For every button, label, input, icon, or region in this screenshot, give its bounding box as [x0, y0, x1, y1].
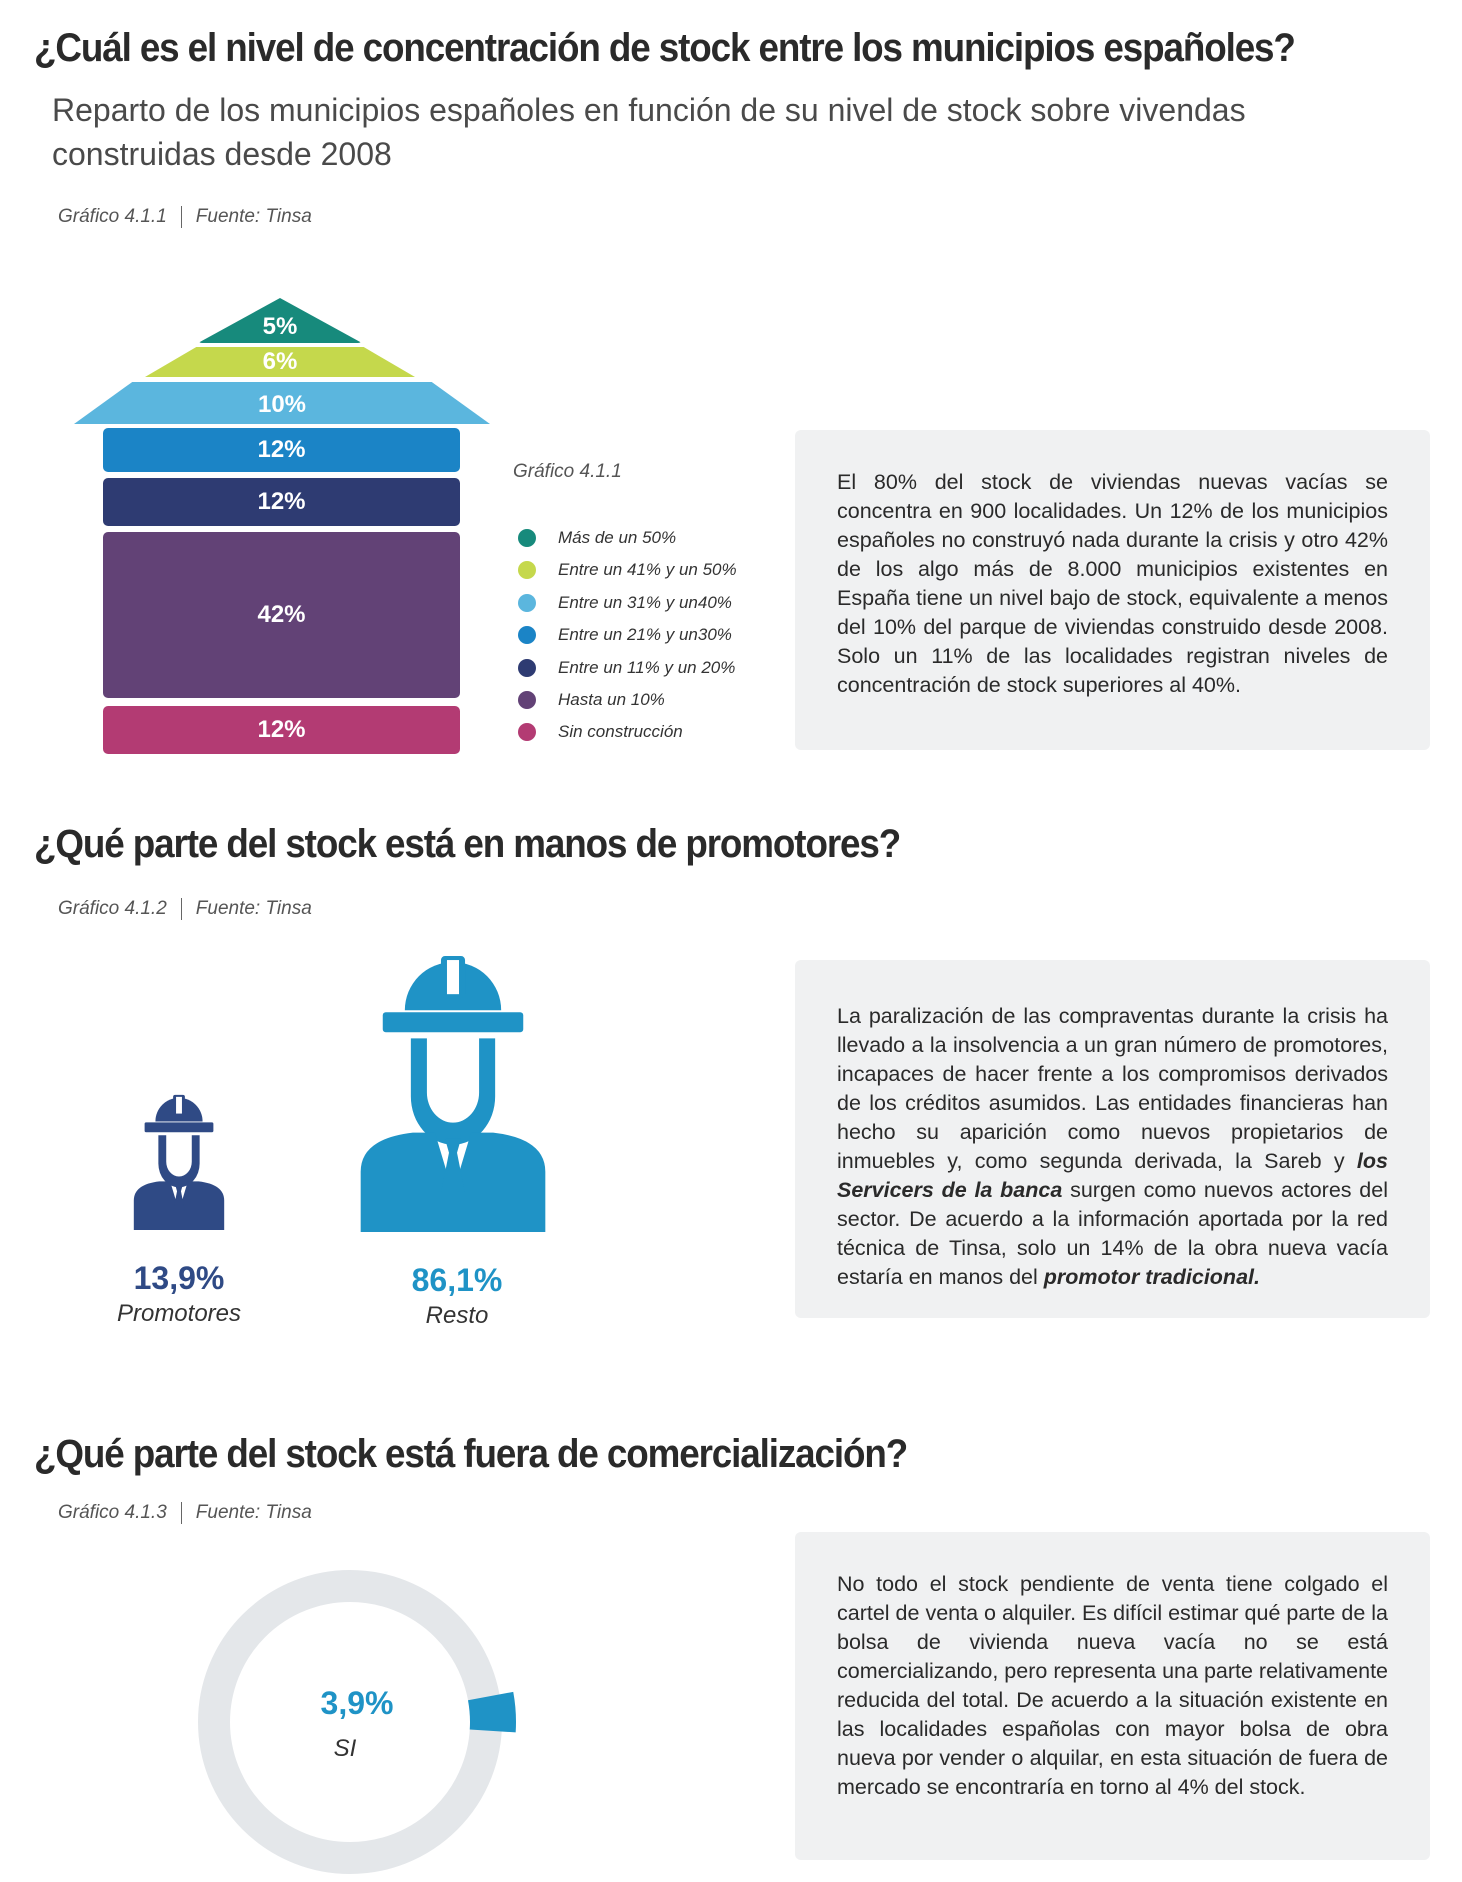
construction-worker-icon	[360, 956, 546, 1232]
section1-subtitle: Reparto de los municipios españoles en f…	[52, 92, 1246, 172]
legend-label: Entre un 41% y un 50%	[558, 560, 737, 579]
info-card-2: La paralización de las compraventas dura…	[795, 960, 1430, 1318]
legend-dot	[518, 529, 536, 547]
chart-source-2: Gráfico 4.1.2 Fuente: Tinsa	[58, 898, 312, 920]
chart-number: Gráfico 4.1.2	[58, 898, 167, 920]
legend-item: Más de un 50%	[518, 526, 676, 550]
house-layer-sin-construccion: 12%	[103, 706, 460, 754]
legend-item: Entre un 41% y un 50%	[518, 558, 737, 582]
chart-source-label: Fuente: Tinsa	[195, 898, 312, 920]
house-layer-label: 12%	[257, 488, 306, 515]
chart-number: Gráfico 4.1.1	[58, 206, 167, 228]
legend-label: Entre un 21% y un30%	[558, 625, 732, 644]
donut-ring	[198, 1570, 502, 1874]
info-text: La paralización de las compraventas dura…	[837, 1004, 1388, 1289]
resto-label: Resto	[425, 1302, 489, 1329]
legend-label: Más de un 50%	[558, 528, 677, 547]
chart-number: Gráfico 4.1.3	[58, 1502, 167, 1524]
info-text: No todo el stock pendiente de venta tien…	[837, 1572, 1388, 1799]
resto-value: 86,1%	[411, 1262, 503, 1298]
promotores-label: Promotores	[116, 1300, 242, 1327]
house-layer-label: 10%	[257, 391, 307, 418]
house-layer-label: 42%	[257, 601, 306, 628]
house-layer-11-20: 12%	[103, 478, 460, 526]
construction-worker-icon	[133, 1094, 225, 1230]
house-layer-21-30: 12%	[103, 428, 460, 472]
legend-dot	[518, 626, 536, 644]
house-layer-label: 12%	[257, 716, 306, 743]
section2-title: ¿Qué parte del stock está en manos de pr…	[34, 822, 901, 866]
chart-source-label: Fuente: Tinsa	[195, 1502, 312, 1524]
legend-item: Hasta un 10%	[518, 688, 665, 712]
legend-item: Entre un 21% y un30%	[518, 623, 732, 647]
house-layer-label: 5%	[262, 313, 298, 340]
legend-dot	[518, 659, 536, 677]
legend-item: Sin construcción	[518, 720, 683, 744]
donut-label: SI	[333, 1735, 357, 1762]
section1-title: ¿Cuál es el nivel de concentración de st…	[34, 26, 1296, 70]
info-card-3: No todo el stock pendiente de venta tien…	[795, 1532, 1430, 1860]
house-layer-41-50	[145, 347, 415, 377]
promotores-value: 13,9%	[133, 1260, 225, 1296]
legend-label: Sin construcción	[558, 722, 683, 741]
info-text: El 80% del stock de viviendas nuevas vac…	[837, 470, 1388, 697]
legend-title: Gráfico 4.1.1	[513, 461, 622, 482]
donut-chart	[198, 1570, 516, 1874]
house-layer-label: 6%	[262, 348, 298, 375]
donut-slice-si	[468, 1691, 516, 1733]
house-layer-label: 12%	[257, 436, 306, 463]
chart-source-3: Gráfico 4.1.3 Fuente: Tinsa	[58, 1502, 312, 1524]
legend-label: Entre un 31% y un40%	[558, 593, 732, 612]
chart-source-label: Fuente: Tinsa	[195, 206, 312, 228]
legend-item: Entre un 31% y un40%	[518, 591, 732, 615]
info-card-1: El 80% del stock de viviendas nuevas vac…	[795, 430, 1430, 750]
legend-label: Entre un 11% y un 20%	[558, 658, 736, 677]
section3-title: ¿Qué parte del stock está fuera de comer…	[34, 1432, 908, 1476]
chart-source-1: Gráfico 4.1.1 Fuente: Tinsa	[58, 206, 312, 228]
house-layer-31-40	[74, 382, 490, 424]
legend-label: Hasta un 10%	[558, 690, 665, 709]
house-layer-hasta-10: 42%	[103, 532, 460, 698]
legend-dot	[518, 723, 536, 741]
donut-value: 3,9%	[320, 1685, 394, 1721]
legend-dot	[518, 561, 536, 579]
legend-dot	[518, 594, 536, 612]
legend-dot	[518, 691, 536, 709]
legend-item: Entre un 11% y un 20%	[518, 656, 735, 680]
